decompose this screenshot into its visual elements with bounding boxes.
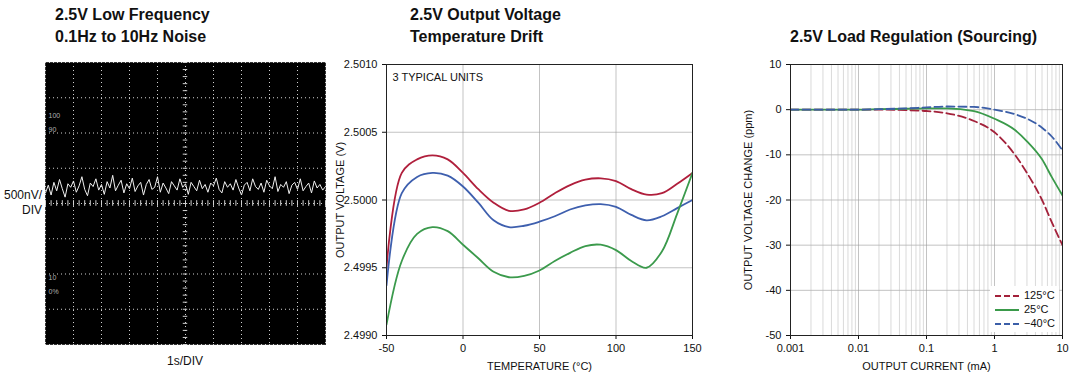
svg-text:2.5010: 2.5010 (344, 58, 378, 70)
svg-text:10: 10 (49, 274, 57, 281)
svg-text:OUTPUT CURRENT (mA): OUTPUT CURRENT (mA) (862, 360, 991, 372)
svg-text:3 TYPICAL UNITS: 3 TYPICAL UNITS (393, 71, 483, 83)
svg-text:-50: -50 (766, 329, 782, 341)
svg-text:2.4995: 2.4995 (344, 261, 378, 273)
svg-text:OUTPUT VOLTAGE (V): OUTPUT VOLTAGE (V) (334, 142, 346, 258)
svg-text:0%: 0% (49, 288, 59, 295)
svg-text:-30: -30 (766, 239, 782, 251)
svg-text:90: 90 (49, 126, 57, 133)
svg-text:10: 10 (1056, 342, 1068, 354)
svg-text:150: 150 (683, 342, 701, 354)
html-text:2.5V Low Frequency 0.1Hz to 10: 2.5V Low Frequency 0.1Hz to 10Hz Noise (55, 6, 210, 45)
svg-text:OUTPUT VOLTAGE CHANGE (ppm): OUTPUT VOLTAGE CHANGE (ppm) (742, 110, 754, 290)
svg-text:-10: -10 (766, 148, 782, 160)
svg-text:2.4990: 2.4990 (344, 329, 378, 341)
html-text:500nV/ DIV: 500nV/ DIV (4, 188, 42, 217)
svg-text:-50: -50 (379, 342, 395, 354)
svg-text:0.01: 0.01 (848, 342, 869, 354)
svg-text:1: 1 (991, 342, 997, 354)
html-text:1s/DIV: 1s/DIV (167, 354, 203, 368)
svg-text:2.5000: 2.5000 (344, 194, 378, 206)
html-text:−40°C: −40°C (1024, 317, 1055, 329)
html-text:2.5V Load Regulation (Sourcing: 2.5V Load Regulation (Sourcing) (790, 28, 1038, 45)
svg-text:100: 100 (607, 342, 625, 354)
svg-text:TEMPERATURE (°C): TEMPERATURE (°C) (487, 360, 592, 372)
svg-text:50: 50 (533, 342, 545, 354)
html-text:2.5V Output Voltage Temperatur: 2.5V Output Voltage Temperature Drift (410, 6, 561, 45)
svg-text:0: 0 (775, 103, 781, 115)
svg-text:-20: -20 (766, 194, 782, 206)
svg-text:0: 0 (460, 342, 466, 354)
html-text:25°C: 25°C (1024, 303, 1049, 315)
svg-text:2.5005: 2.5005 (344, 126, 378, 138)
svg-text:100: 100 (49, 112, 61, 119)
html-text:125°C: 125°C (1024, 289, 1055, 301)
svg-text:0.1: 0.1 (919, 342, 934, 354)
svg-text:10: 10 (769, 58, 781, 70)
svg-text:0.001: 0.001 (777, 342, 805, 354)
svg-text:-40: -40 (766, 284, 782, 296)
